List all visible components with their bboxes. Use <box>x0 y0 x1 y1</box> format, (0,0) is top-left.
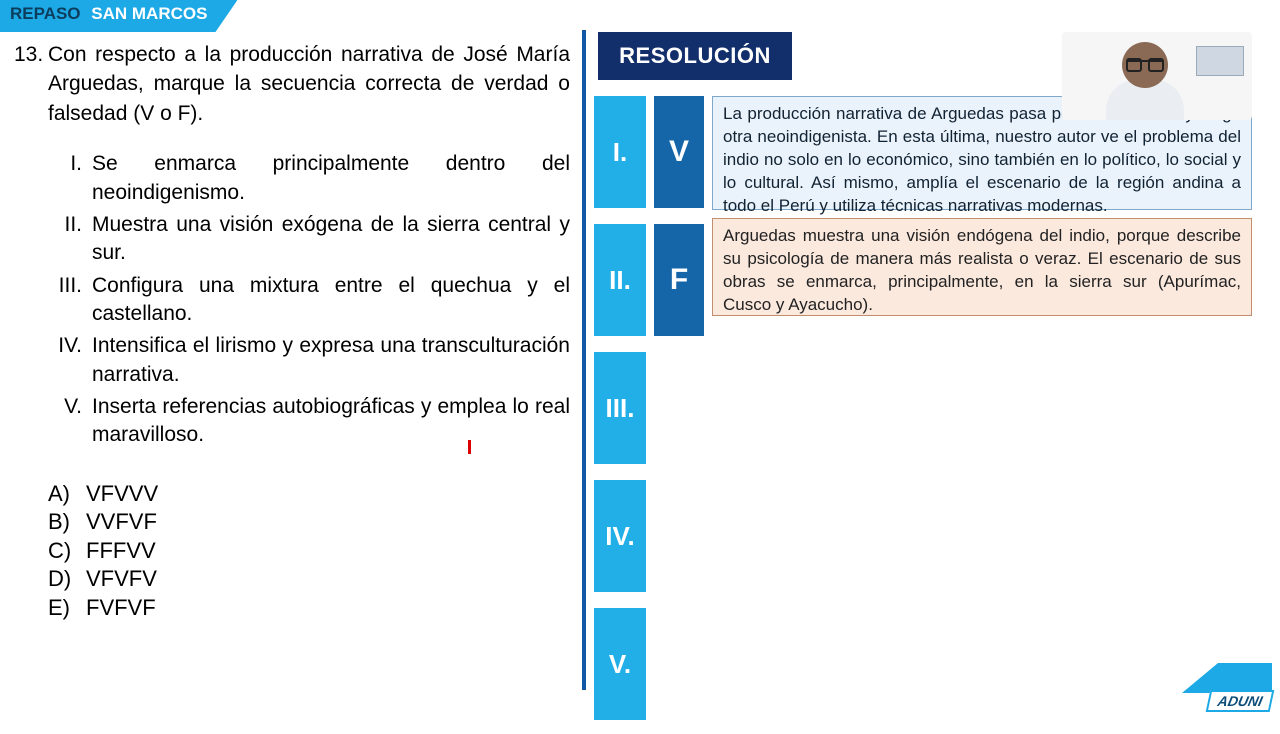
answer-row: III. <box>592 350 710 466</box>
answer-row: II. F <box>592 222 710 338</box>
statement-row: I. Se enmarca principalmente dentro del … <box>54 150 570 207</box>
statement-text: Intensifica el lirismo y expresa una tra… <box>92 332 570 389</box>
answer-numeral: II. <box>592 222 648 338</box>
banner-right: SAN MARCOS <box>91 4 207 23</box>
answer-numeral: I. <box>592 94 648 210</box>
question-text: Con respecto a la producción narrativa d… <box>48 40 570 128</box>
explanation-2: Arguedas muestra una visión endógena del… <box>712 218 1252 316</box>
option-letter: E) <box>48 594 86 623</box>
option-letter: A) <box>48 480 86 509</box>
statement-text: Muestra una visión exógena de la sierra … <box>92 211 570 268</box>
question-panel: 13. Con respecto a la producción narrati… <box>14 40 570 623</box>
answer-row: I. V <box>592 94 710 210</box>
statement-numeral: III. <box>54 272 92 329</box>
option-text: FVFVF <box>86 594 156 623</box>
option-text: FFFVV <box>86 537 156 566</box>
header-banner: REPASO SAN MARCOS <box>0 0 237 32</box>
option-text: VVFVF <box>86 508 157 537</box>
statement-numeral: II. <box>54 211 92 268</box>
option-text: VFVVV <box>86 480 158 509</box>
statement-row: V. Inserta referencias autobiográficas y… <box>54 393 570 450</box>
option-text: VFVFV <box>86 565 157 594</box>
statement-row: III. Configura una mixtura entre el quec… <box>54 272 570 329</box>
option-row: B) VVFVF <box>48 508 570 537</box>
logo-text: ADUNI <box>1205 690 1274 712</box>
statement-text: Se enmarca principalmente dentro del neo… <box>92 150 570 207</box>
option-letter: D) <box>48 565 86 594</box>
option-row: C) FFFVV <box>48 537 570 566</box>
text-cursor-icon <box>468 440 471 454</box>
answer-value: F <box>652 222 706 338</box>
answer-value: V <box>652 94 706 210</box>
answer-row: V. <box>592 606 710 722</box>
option-row: D) VFVFV <box>48 565 570 594</box>
statement-numeral: I. <box>54 150 92 207</box>
presenter-webcam <box>1062 32 1252 120</box>
answer-numeral: V. <box>592 606 648 722</box>
option-letter: C) <box>48 537 86 566</box>
option-letter: B) <box>48 508 86 537</box>
statement-row: II. Muestra una visión exógena de la sie… <box>54 211 570 268</box>
option-row: A) VFVVV <box>48 480 570 509</box>
banner-left: REPASO <box>10 4 81 23</box>
answer-numeral: IV. <box>592 478 648 594</box>
statement-row: IV. Intensifica el lirismo y expresa una… <box>54 332 570 389</box>
answer-boxes: I. V II. F III. IV. V. <box>592 94 710 734</box>
options-list: A) VFVVV B) VVFVF C) FFFVV D) VFVFV E) F… <box>48 480 570 623</box>
question-number: 13. <box>14 40 48 128</box>
vertical-divider <box>582 30 586 690</box>
statement-text: Inserta referencias autobiográficas y em… <box>92 393 570 450</box>
option-row: E) FVFVF <box>48 594 570 623</box>
statement-numeral: V. <box>54 393 92 450</box>
resolution-header: RESOLUCIÓN <box>598 32 792 80</box>
statements-list: I. Se enmarca principalmente dentro del … <box>54 150 570 449</box>
answer-row: IV. <box>592 478 710 594</box>
statement-numeral: IV. <box>54 332 92 389</box>
answer-numeral: III. <box>592 350 648 466</box>
aduni-logo: ADUNI <box>1182 663 1272 712</box>
statement-text: Configura una mixtura entre el quechua y… <box>92 272 570 329</box>
